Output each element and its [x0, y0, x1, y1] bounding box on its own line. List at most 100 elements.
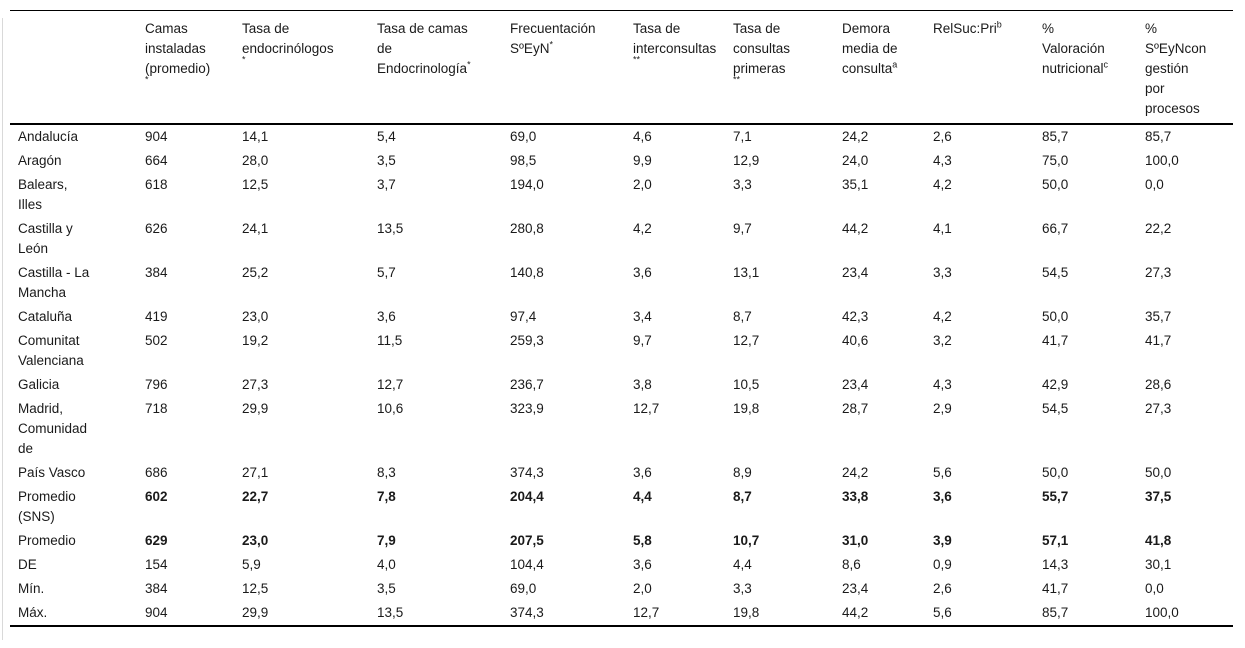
region-cell: Máx.: [10, 601, 145, 627]
value-cell-camas-instaladas: 502: [145, 333, 168, 348]
region-line: Aragón: [18, 153, 62, 168]
value-cell-tasa-endocrinologos: 24,1: [242, 221, 269, 236]
value-cell-demora-media-consulta: 44,2: [842, 601, 933, 627]
value-cell-tasa-consultas-primeras: 13,1: [733, 265, 760, 280]
value-cell-tasa-endocrinologos: 27,1: [242, 465, 269, 480]
table-header: Camas instaladas (promedio) * Tasa de endocri…: [10, 10, 1233, 125]
value-cell-demora-media-consulta: 8,6: [842, 557, 861, 572]
region-line: Mín.: [18, 581, 45, 596]
region-line: (SNS): [18, 509, 55, 524]
value-cell-tasa-camas-endocrinologia: 10,6: [377, 401, 404, 416]
header-line: Valoración: [1042, 41, 1105, 56]
value-cell-tasa-camas-endocrinologia: 13,5: [377, 601, 510, 627]
value-cell-pct-soeyn-gestion-procesos: 41,7: [1145, 333, 1172, 348]
header-line: Tasa de: [633, 21, 681, 36]
value-cell-tasa-interconsultas: 2,0: [633, 581, 652, 596]
value-cell-tasa-interconsultas: 9,9: [633, 153, 652, 168]
region-cell: Galicia: [10, 373, 145, 397]
value-cell-tasa-interconsultas: 3,6: [633, 465, 652, 480]
value-cell-relsuc-pri: 3,9: [933, 533, 952, 548]
region-cell: Madrid, Comunidad de: [10, 397, 145, 461]
region-cell: País Vasco: [10, 461, 145, 485]
value-cell-tasa-camas-endocrinologia: 3,5: [377, 153, 396, 168]
header-line: consultas: [733, 41, 791, 56]
header-line: Tasa de camas: [377, 21, 468, 36]
col-header-camas-instaladas: Camas instaladas (promedio) *: [145, 10, 242, 125]
region-line: de: [18, 441, 34, 456]
value-cell-pct-soeyn-gestion-procesos: 85,7: [1145, 129, 1172, 144]
col-header-tasa-camas-endocrinologia: Tasa de camas de Endocrinología*: [377, 10, 510, 125]
value-cell-tasa-interconsultas: 3,6: [633, 265, 652, 280]
value-cell-relsuc-pri: 0,9: [933, 557, 952, 572]
header-line: SºEyN*: [510, 39, 553, 56]
value-cell-pct-soeyn-gestion-procesos: 37,5: [1145, 489, 1172, 504]
value-cell-pct-valoracion-nutricional: 85,7: [1042, 601, 1145, 627]
header-line: procesos: [1145, 101, 1200, 116]
value-cell-frecuentacion-soeyn: 323,9: [510, 401, 544, 416]
table-body: Andalucía 904 14,1 5,4 69,0 4,6 7,1 24,2 2,6 85,7…: [10, 124, 1233, 627]
table-row: Promedio 629 23,0 7,9 207,5 5,8 10,7 31,0 3,9 57,…: [10, 529, 1233, 553]
region-cell: Comunitat Valenciana: [10, 329, 145, 373]
value-cell-relsuc-pri: 2,6: [933, 581, 952, 596]
value-cell-relsuc-pri: 3,6: [933, 489, 952, 504]
value-cell-tasa-consultas-primeras: 8,9: [733, 465, 752, 480]
value-cell-camas-instaladas: 384: [145, 265, 168, 280]
value-cell-tasa-consultas-primeras: 4,4: [733, 557, 752, 572]
value-cell-demora-media-consulta: 24,0: [842, 153, 869, 168]
value-cell-tasa-consultas-primeras: 12,7: [733, 333, 760, 348]
value-cell-frecuentacion-soeyn: 104,4: [510, 557, 544, 572]
value-cell-tasa-endocrinologos: 23,0: [242, 533, 269, 548]
col-header-tasa-interconsultas: Tasa de interconsultas **: [633, 10, 733, 125]
value-cell-camas-instaladas: 796: [145, 377, 168, 392]
value-cell-relsuc-pri: 5,6: [933, 601, 1042, 627]
value-cell-relsuc-pri: 4,3: [933, 153, 952, 168]
value-cell-relsuc-pri: 5,6: [933, 465, 952, 480]
region-line: Comunidad: [18, 421, 88, 436]
value-cell-pct-valoracion-nutricional: 57,1: [1042, 533, 1069, 548]
value-cell-pct-valoracion-nutricional: 50,0: [1042, 177, 1069, 192]
footnote-marker-line: *: [242, 55, 373, 73]
col-header-tasa-endocrinologos: Tasa de endocrinólogos *: [242, 10, 377, 125]
value-cell-pct-valoracion-nutricional: 41,7: [1042, 333, 1069, 348]
value-cell-pct-soeyn-gestion-procesos: 0,0: [1145, 177, 1164, 192]
value-cell-tasa-consultas-primeras: 10,7: [733, 533, 760, 548]
table-row: Máx. 904 29,9 13,5 374,3 12,7 19,8 44,2 5,6 85,7 1…: [10, 601, 1233, 627]
region-line: Valenciana: [18, 353, 84, 368]
value-cell-pct-valoracion-nutricional: 50,0: [1042, 309, 1069, 324]
header-line: (promedio): [145, 61, 211, 76]
value-cell-camas-instaladas: 904: [145, 129, 168, 144]
footnote-marker: b: [996, 19, 1002, 30]
value-cell-relsuc-pri: 2,6: [933, 129, 952, 144]
value-cell-pct-soeyn-gestion-procesos: 0,0: [1145, 581, 1164, 596]
value-cell-camas-instaladas: 154: [145, 557, 168, 572]
value-cell-tasa-endocrinologos: 29,9: [242, 401, 269, 416]
region-line: León: [18, 241, 49, 256]
value-cell-camas-instaladas: 718: [145, 401, 168, 416]
header-line: RelSuc:Prib: [933, 19, 1002, 36]
value-cell-pct-valoracion-nutricional: 14,3: [1042, 557, 1069, 572]
header-line: interconsultas: [633, 41, 717, 56]
value-cell-demora-media-consulta: 33,8: [842, 489, 869, 504]
value-cell-camas-instaladas: 419: [145, 309, 168, 324]
value-cell-pct-soeyn-gestion-procesos: 22,2: [1145, 221, 1172, 236]
corner-cell: [10, 10, 145, 125]
value-cell-tasa-interconsultas: 4,2: [633, 221, 652, 236]
value-cell-tasa-camas-endocrinologia: 3,5: [377, 581, 396, 596]
value-cell-frecuentacion-soeyn: 69,0: [510, 581, 537, 596]
value-cell-demora-media-consulta: 23,4: [842, 265, 869, 280]
value-cell-demora-media-consulta: 23,4: [842, 581, 869, 596]
value-cell-relsuc-pri: 4,1: [933, 221, 952, 236]
value-cell-frecuentacion-soeyn: 98,5: [510, 153, 537, 168]
value-cell-tasa-endocrinologos: 12,5: [242, 177, 269, 192]
value-cell-demora-media-consulta: 28,7: [842, 401, 869, 416]
region-line: Promedio: [18, 489, 76, 504]
value-cell-tasa-interconsultas: 5,8: [633, 533, 652, 548]
value-cell-frecuentacion-soeyn: 97,4: [510, 309, 537, 324]
value-cell-pct-soeyn-gestion-procesos: 30,1: [1145, 557, 1172, 572]
table-row: Madrid, Comunidad de 718 29,9 10,6 323,9 12,7 19…: [10, 397, 1233, 461]
region-cell: Promedio: [10, 529, 145, 553]
value-cell-tasa-consultas-primeras: 19,8: [733, 601, 842, 627]
region-cell: DE: [10, 553, 145, 577]
table-row: Castilla - La Mancha 384 25,2 5,7 140,8 3,6 13,…: [10, 261, 1233, 305]
region-line: Andalucía: [18, 129, 79, 144]
